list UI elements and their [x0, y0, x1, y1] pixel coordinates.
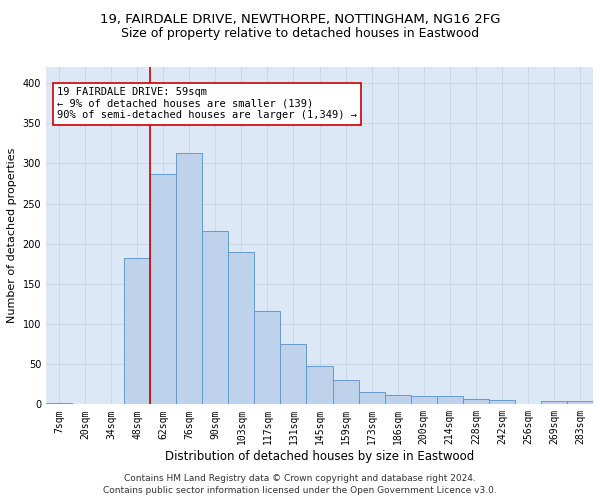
Bar	[385, 394, 410, 404]
Bar	[229, 252, 254, 404]
Bar	[567, 401, 593, 404]
Bar	[124, 258, 150, 404]
Bar	[150, 174, 176, 404]
Bar	[332, 380, 359, 404]
Bar	[463, 399, 489, 404]
Bar	[307, 366, 332, 405]
Bar	[202, 231, 229, 404]
Bar	[280, 344, 307, 405]
X-axis label: Distribution of detached houses by size in Eastwood: Distribution of detached houses by size …	[165, 450, 474, 463]
Bar	[541, 401, 567, 404]
Bar	[254, 311, 280, 404]
Text: 19, FAIRDALE DRIVE, NEWTHORPE, NOTTINGHAM, NG16 2FG: 19, FAIRDALE DRIVE, NEWTHORPE, NOTTINGHA…	[100, 12, 500, 26]
Y-axis label: Number of detached properties: Number of detached properties	[7, 148, 17, 324]
Bar	[410, 396, 437, 404]
Text: Contains HM Land Registry data © Crown copyright and database right 2024.
Contai: Contains HM Land Registry data © Crown c…	[103, 474, 497, 495]
Bar	[489, 400, 515, 404]
Bar	[46, 403, 72, 404]
Bar	[437, 396, 463, 404]
Bar	[176, 153, 202, 405]
Text: Size of property relative to detached houses in Eastwood: Size of property relative to detached ho…	[121, 28, 479, 40]
Bar	[359, 392, 385, 404]
Text: 19 FAIRDALE DRIVE: 59sqm
← 9% of detached houses are smaller (139)
90% of semi-d: 19 FAIRDALE DRIVE: 59sqm ← 9% of detache…	[57, 87, 357, 120]
